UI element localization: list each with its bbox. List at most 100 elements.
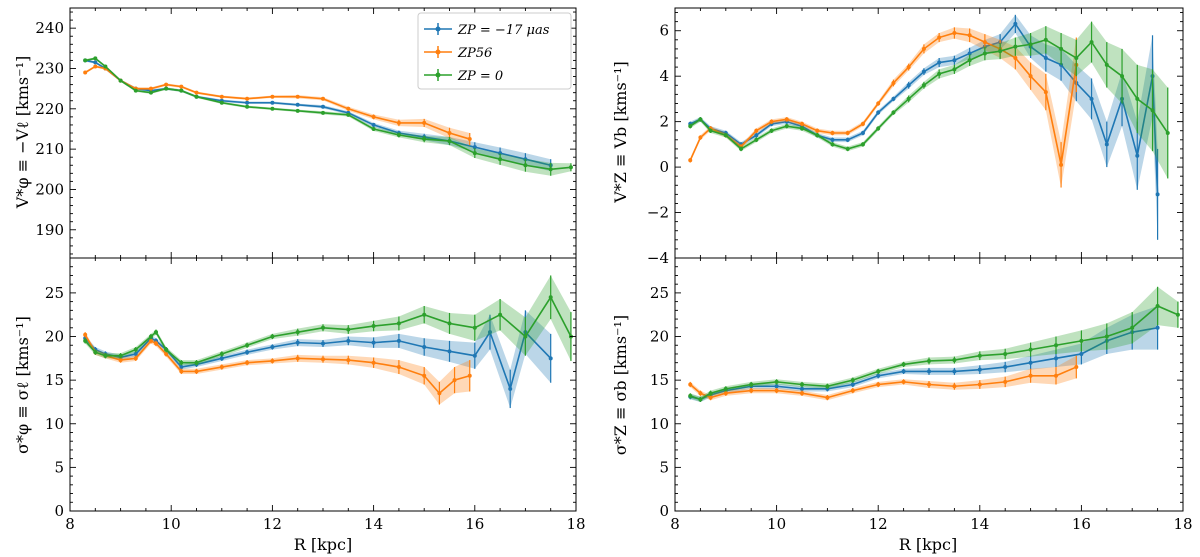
line-0-2 <box>85 57 572 171</box>
yticklabel-3-2: 10 <box>650 415 669 433</box>
point-1-0-30 <box>1135 153 1140 158</box>
band-2-1 <box>85 332 470 405</box>
point-2-2-23 <box>548 295 553 300</box>
point-2-1-3 <box>118 358 123 363</box>
point-3-2-15 <box>1028 347 1033 352</box>
yticklabel-1-5: 6 <box>659 22 669 40</box>
point-1-0-10 <box>830 137 835 142</box>
point-3-2-16 <box>1054 343 1058 348</box>
point-2-1-15 <box>346 358 351 363</box>
series-1-2 <box>688 21 1170 179</box>
point-3-0-10 <box>901 369 906 374</box>
ylabel-panel-2: σ*φ ≡ σℓ [kms⁻¹] <box>13 316 32 454</box>
point-1-2-30 <box>1135 96 1140 101</box>
point-3-1-5 <box>774 388 779 393</box>
point-1-2-23 <box>1028 42 1033 47</box>
point-0-1-14 <box>346 106 351 111</box>
point-0-2-0 <box>83 58 88 63</box>
point-0-2-18 <box>447 139 452 144</box>
point-1-0-28 <box>1104 142 1109 147</box>
point-2-0-15 <box>346 338 351 343</box>
point-2-1-11 <box>245 360 250 365</box>
xticklabel-3-5: 18 <box>1173 515 1192 533</box>
point-1-1-10 <box>830 131 835 135</box>
line-3-2 <box>689 305 1179 401</box>
point-2-2-8 <box>179 360 184 365</box>
yticklabel-3-0: 0 <box>659 502 669 520</box>
yticklabel-2-2: 10 <box>45 415 64 433</box>
band-3-1 <box>690 355 1077 401</box>
point-2-2-6 <box>154 330 159 335</box>
point-3-2-8 <box>850 378 855 383</box>
xticklabel-2-2: 12 <box>263 515 282 533</box>
point-1-2-17 <box>937 71 942 76</box>
point-2-2-20 <box>472 325 477 330</box>
point-0-2-5 <box>148 90 153 95</box>
point-1-2-15 <box>906 96 911 101</box>
point-1-1-25 <box>1059 162 1064 167</box>
point-0-2-4 <box>133 88 138 93</box>
point-1-1-7 <box>784 117 789 122</box>
point-0-2-14 <box>346 112 351 117</box>
point-3-2-0 <box>688 393 693 398</box>
point-1-2-29 <box>1120 74 1125 79</box>
point-2-2-10 <box>219 351 224 356</box>
xticklabel-3-2: 12 <box>869 515 888 533</box>
point-2-1-21 <box>467 373 472 378</box>
point-2-1-19 <box>437 391 442 396</box>
point-0-1-10 <box>245 96 250 101</box>
yticklabel-3-4: 20 <box>650 328 669 346</box>
point-2-2-7 <box>164 347 169 352</box>
point-3-1-9 <box>876 382 881 387</box>
point-0-2-3 <box>118 78 123 83</box>
point-2-2-14 <box>321 325 325 330</box>
point-0-0-13 <box>321 104 325 109</box>
point-1-2-25 <box>1059 46 1064 51</box>
point-0-2-8 <box>194 94 199 99</box>
yticklabel-2-0: 0 <box>54 502 64 520</box>
point-1-2-11 <box>845 146 850 151</box>
point-0-2-13 <box>321 110 325 115</box>
point-3-2-19 <box>1130 325 1135 330</box>
point-2-0-18 <box>422 344 427 349</box>
point-1-2-5 <box>754 137 759 142</box>
point-0-2-12 <box>295 108 300 113</box>
point-2-2-19 <box>447 321 452 326</box>
point-1-0-32 <box>1155 192 1160 197</box>
yticklabel-3-1: 5 <box>659 458 669 476</box>
point-2-2-17 <box>396 321 401 326</box>
legend-frame <box>417 12 572 90</box>
point-0-1-0 <box>83 70 88 75</box>
point-2-2-2 <box>103 353 108 358</box>
point-2-2-16 <box>371 324 376 329</box>
point-2-1-9 <box>194 369 199 374</box>
plot-area-0 <box>83 56 573 176</box>
point-3-2-9 <box>876 369 881 374</box>
series-3-1 <box>688 355 1079 401</box>
point-1-2-9 <box>815 133 820 138</box>
point-3-0-17 <box>1079 351 1084 356</box>
point-3-2-5 <box>774 379 779 384</box>
point-1-2-24 <box>1043 37 1048 42</box>
point-3-1-3 <box>723 391 728 396</box>
point-2-0-21 <box>487 330 492 335</box>
point-2-0-16 <box>371 340 376 345</box>
band-3-0 <box>690 305 1158 402</box>
yticklabel-1-1: −2 <box>647 204 669 222</box>
point-1-2-13 <box>876 126 881 131</box>
point-2-1-18 <box>422 373 427 378</box>
point-1-2-1 <box>698 117 703 122</box>
point-3-2-2 <box>708 391 713 396</box>
point-3-0-14 <box>1003 365 1008 370</box>
ylabel-panel-1: V*Z ≡ Vb [kms⁻¹] <box>611 61 630 204</box>
point-1-1-18 <box>952 31 957 35</box>
legend: ZP = −17 μas ZP56 ZP = 0 <box>417 12 572 90</box>
point-1-2-2 <box>708 128 713 133</box>
point-0-1-13 <box>321 96 325 101</box>
point-2-2-4 <box>133 347 138 352</box>
yticklabel-2-1: 5 <box>54 458 64 476</box>
point-3-2-11 <box>927 358 931 363</box>
point-3-2-13 <box>977 353 982 358</box>
point-0-1-11 <box>270 94 275 99</box>
